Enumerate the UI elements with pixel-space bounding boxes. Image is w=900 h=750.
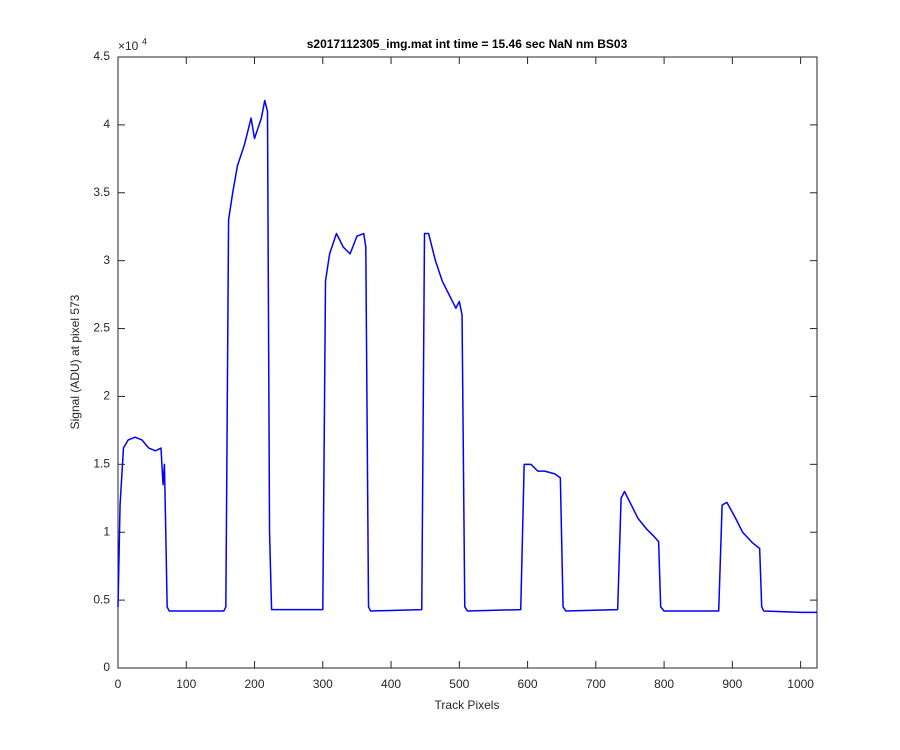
x-tick-label: 0: [115, 677, 122, 691]
y-tick-label: 2.5: [93, 321, 110, 335]
y-scale-base: ×10: [118, 39, 139, 53]
x-axis-label: Track Pixels: [435, 698, 500, 712]
x-tick-label: 400: [381, 677, 401, 691]
x-tick-label: 500: [449, 677, 469, 691]
x-tick-label: 800: [654, 677, 674, 691]
x-tick-label: 1000: [787, 677, 814, 691]
y-tick-label: 1: [103, 524, 110, 538]
x-tick-label: 900: [722, 677, 742, 691]
data-line: [117, 99, 817, 614]
y-tick-label: 3: [103, 253, 110, 267]
chart-title: s2017112305_img.mat int time = 15.46 sec…: [307, 37, 628, 51]
x-tick-label: 600: [518, 677, 538, 691]
y-tick-label: 1.5: [93, 457, 110, 471]
x-tick-label: 300: [313, 677, 333, 691]
y-tick-label: 4.5: [93, 49, 110, 63]
x-tick-label: 100: [176, 677, 196, 691]
y-tick-label: 3.5: [93, 185, 110, 199]
y-tick-label: 4: [103, 117, 110, 131]
y-axis-label: Signal (ADU) at pixel 573: [68, 294, 82, 429]
x-tick-label: 200: [245, 677, 265, 691]
y-tick-label: 2: [103, 389, 110, 403]
y-tick-label: 0: [103, 660, 110, 674]
y-scale-exponent: 4: [142, 36, 147, 46]
x-tick-label: 700: [586, 677, 606, 691]
plot-frame: [117, 56, 818, 669]
y-tick-label: 0.5: [93, 592, 110, 606]
